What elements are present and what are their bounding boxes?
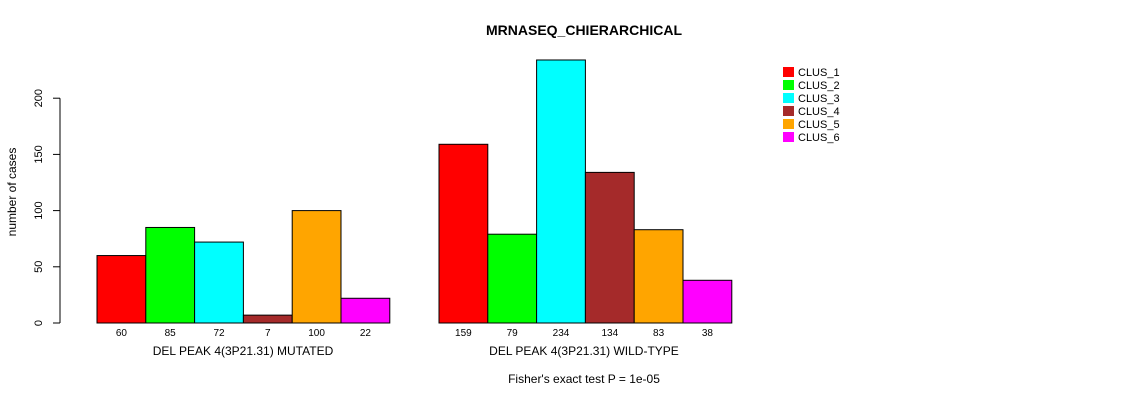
- legend-swatch-clus_1: [783, 67, 794, 77]
- legend-label-clus_1: CLUS_1: [798, 67, 840, 79]
- bar-mutated-clus_6: [340, 297, 391, 324]
- bar-value-label: 159: [455, 328, 472, 339]
- value-labels: 60 85 72 7 100 22 159 79 234 134 83 38: [116, 328, 714, 339]
- y-axis-label: number of cases: [5, 148, 19, 237]
- bar-mutated-clus_1: [96, 255, 147, 324]
- bar-value-label: 7: [265, 328, 271, 339]
- bar-wildtype-clus_2: [487, 233, 538, 324]
- bar-value-label: 234: [553, 328, 570, 339]
- bar-wildtype-clus_3: [536, 59, 586, 324]
- y-tick-label: 150: [33, 145, 45, 163]
- group-label-wildtype: DEL PEAK 4(3P21.31) WILD-TYPE: [489, 344, 679, 358]
- bar-value-label: 134: [601, 328, 618, 339]
- bar-wildtype-clus_4: [584, 171, 635, 324]
- bar-mutated-clus_3: [194, 241, 244, 324]
- legend-swatch-clus_6: [783, 132, 794, 142]
- bar-wildtype-clus_6: [682, 279, 733, 324]
- y-tick-label: 0: [33, 320, 45, 326]
- bar-value-label: 60: [116, 328, 128, 339]
- bar-value-label: 79: [507, 328, 519, 339]
- bar-value-label: 85: [165, 328, 177, 339]
- bar-wildtype-clus_1: [438, 143, 489, 324]
- chart-title: MRNASEQ_CHIERARCHICAL: [486, 22, 682, 38]
- bar-mutated-clus_5: [291, 210, 342, 324]
- bar-value-label: 83: [653, 328, 665, 339]
- legend-label-clus_2: CLUS_2: [798, 80, 840, 92]
- y-tick-label: 100: [33, 201, 45, 219]
- legend-swatch-clus_5: [783, 119, 794, 129]
- bar-mutated-clus_2: [145, 226, 196, 324]
- bars: [96, 59, 733, 324]
- legend-label-clus_4: CLUS_4: [798, 106, 840, 118]
- legend-swatch-clus_4: [783, 106, 794, 116]
- y-tick-label: 200: [33, 89, 45, 107]
- legend-swatch-clus_2: [783, 80, 794, 90]
- fisher-test-footnote: Fisher's exact test P = 1e-05: [508, 372, 660, 386]
- y-axis: 0 50 100 150 200: [33, 89, 61, 326]
- bar-wildtype-clus_5: [633, 229, 684, 324]
- bar-value-label: 100: [308, 328, 325, 339]
- bar-value-label: 22: [360, 328, 372, 339]
- legend-label-clus_5: CLUS_5: [798, 119, 840, 131]
- legend-label-clus_3: CLUS_3: [798, 93, 840, 105]
- legend-label-clus_6: CLUS_6: [798, 132, 840, 144]
- bar-value-label: 72: [213, 328, 225, 339]
- bar-mutated-clus_4: [242, 314, 293, 324]
- y-tick-label: 50: [33, 261, 45, 273]
- legend-swatch-clus_3: [783, 93, 794, 103]
- group-label-mutated: DEL PEAK 4(3P21.31) MUTATED: [153, 344, 334, 358]
- bar-value-label: 38: [702, 328, 714, 339]
